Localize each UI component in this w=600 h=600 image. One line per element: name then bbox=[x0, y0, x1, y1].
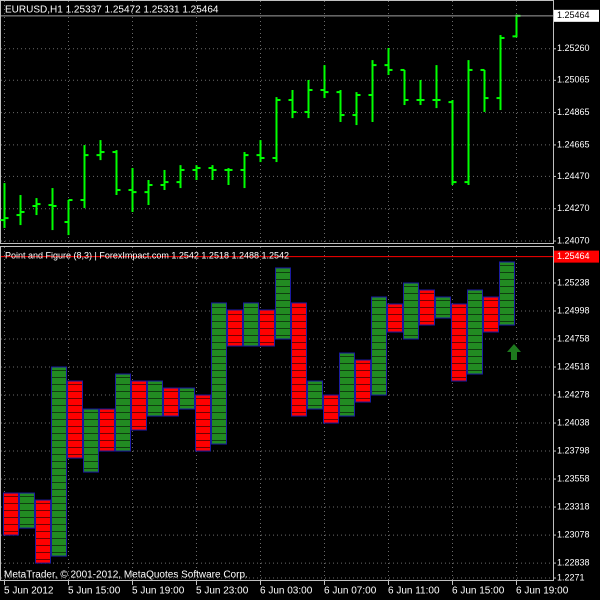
y-tick-label: 1.23318 bbox=[557, 501, 590, 511]
chart-title: EURUSD,H1 1.25337 1.25472 1.25331 1.2546… bbox=[5, 5, 219, 16]
indicator-title: Point and Figure (8,3) | ForexImpact.com… bbox=[5, 250, 289, 260]
y-tick-label: 1.23798 bbox=[557, 445, 590, 455]
pnf-boxes bbox=[484, 296, 498, 333]
pnf-boxes bbox=[228, 309, 242, 347]
pnf-boxes bbox=[356, 360, 370, 403]
pnf-boxes bbox=[196, 395, 210, 452]
pnf-boxes bbox=[20, 493, 34, 529]
y-tick-label: 1.24998 bbox=[557, 305, 590, 315]
pnf-boxes bbox=[68, 381, 82, 459]
pnf-boxes bbox=[132, 381, 146, 431]
y-tick-label: 1.25238 bbox=[557, 277, 590, 287]
pnf-boxes bbox=[340, 353, 354, 417]
y-tick-label: 1.24865 bbox=[557, 107, 590, 117]
x-tick-label: 6 Jun 03:00 bbox=[260, 586, 313, 597]
y-tick-label: 1.24470 bbox=[557, 171, 590, 181]
footer: MetaTrader, © 2001-2012, MetaQuotes Soft… bbox=[4, 570, 248, 581]
x-tick-label: 5 Jun 19:00 bbox=[132, 586, 185, 597]
x-tick-label: 5 Jun 15:00 bbox=[68, 586, 121, 597]
pnf-boxes bbox=[372, 296, 386, 396]
pnf-boxes bbox=[260, 309, 274, 347]
x-tick-label: 6 Jun 07:00 bbox=[324, 586, 377, 597]
current-price-label: 1.25464 bbox=[557, 251, 590, 261]
pnf-boxes bbox=[36, 500, 50, 564]
pnf-boxes bbox=[308, 381, 322, 410]
pnf-boxes bbox=[420, 289, 434, 326]
pnf-boxes bbox=[324, 395, 338, 424]
pnf-boxes bbox=[212, 302, 226, 445]
pnf-boxes bbox=[292, 302, 306, 417]
y-tick-label: 1.24278 bbox=[557, 389, 590, 399]
pnf-boxes bbox=[388, 304, 402, 333]
pnf-boxes bbox=[52, 367, 66, 557]
pnf-boxes bbox=[244, 302, 258, 347]
y-tick-label: 1.2271 bbox=[557, 572, 585, 582]
x-tick-label: 5 Jun 2012 bbox=[4, 586, 54, 597]
current-price-box bbox=[554, 250, 599, 263]
bottom-panel-frame bbox=[0, 246, 554, 581]
y-tick-label: 1.24270 bbox=[557, 203, 590, 213]
pnf-boxes bbox=[404, 282, 418, 340]
pnf-boxes bbox=[148, 381, 162, 417]
pnf-boxes bbox=[500, 261, 514, 326]
pnf-boxes bbox=[436, 296, 450, 319]
y-tick-label: 1.22838 bbox=[557, 557, 590, 567]
y-tick-label: 1.24758 bbox=[557, 333, 590, 343]
x-tick-label: 6 Jun 15:00 bbox=[452, 586, 505, 597]
y-tick-label: 1.24070 bbox=[557, 235, 590, 245]
y-tick-label: 1.24665 bbox=[557, 139, 590, 149]
pnf-boxes bbox=[276, 267, 290, 340]
pnf-boxes bbox=[84, 409, 98, 473]
y-tick-label: 1.24518 bbox=[557, 361, 590, 371]
y-tick-label: 1.23078 bbox=[557, 529, 590, 539]
y-tick-label: 1.25065 bbox=[557, 75, 590, 85]
pnf-boxes bbox=[180, 388, 194, 410]
current-price-label: 1.25464 bbox=[557, 10, 590, 20]
pnf-boxes bbox=[100, 409, 114, 452]
pnf-boxes bbox=[116, 374, 130, 452]
x-tick-label: 5 Jun 23:00 bbox=[196, 586, 249, 597]
pnf-boxes bbox=[468, 289, 482, 375]
y-tick-label: 1.25260 bbox=[557, 43, 590, 53]
x-tick-label: 6 Jun 19:00 bbox=[516, 586, 569, 597]
pnf-boxes bbox=[452, 304, 466, 382]
pnf-boxes bbox=[4, 493, 18, 536]
y-tick-label: 1.24038 bbox=[557, 417, 590, 427]
top-panel-frame bbox=[0, 0, 554, 244]
x-tick-label: 6 Jun 11:00 bbox=[388, 586, 440, 597]
signal-arrow bbox=[507, 344, 521, 360]
current-price-box bbox=[554, 9, 599, 22]
pnf-boxes bbox=[164, 388, 178, 417]
y-tick-label: 1.23558 bbox=[557, 473, 590, 483]
